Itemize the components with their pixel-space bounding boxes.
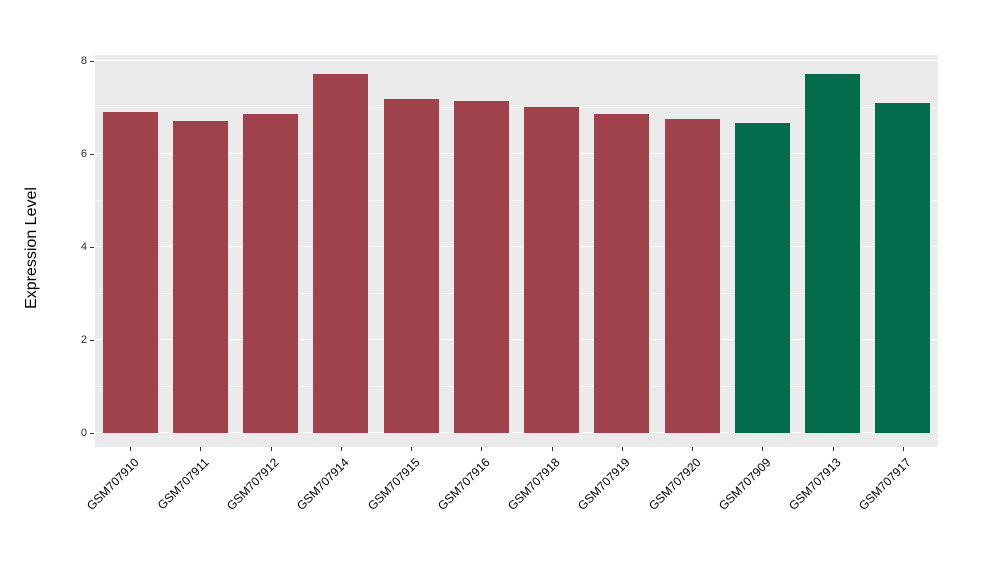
y-tick-label: 8 (80, 55, 87, 67)
bar-GSM707914 (313, 74, 369, 433)
x-tick-label: GSM707916 (435, 455, 493, 513)
bar-GSM707917 (875, 102, 931, 433)
y-tick-label: 2 (80, 334, 87, 346)
x-tick-mark (130, 447, 132, 451)
bar-GSM707913 (805, 74, 860, 433)
bar-GSM707918 (524, 106, 579, 433)
gridline-major (95, 60, 938, 61)
x-tick-label: GSM707913 (786, 455, 844, 513)
x-tick-mark (621, 447, 623, 451)
x-tick-mark (270, 447, 272, 451)
y-tick-mark (90, 61, 94, 62)
y-axis-title: Expression Level (23, 187, 40, 309)
bar-GSM707910 (102, 112, 158, 433)
y-tick-label: 4 (80, 241, 87, 253)
gridline-minor (95, 106, 938, 108)
x-tick-label: GSM707915 (364, 455, 423, 513)
x-tick-label: GSM707910 (83, 455, 142, 513)
y-tick-label: 0 (80, 427, 87, 439)
x-tick-mark (551, 447, 553, 451)
gridline-major (95, 246, 938, 247)
gridline-major (95, 339, 938, 340)
x-tick-label: GSM707919 (575, 455, 634, 513)
gridline-minor (95, 385, 938, 387)
x-tick-label: GSM707917 (856, 455, 915, 513)
plot-panel (95, 55, 938, 447)
x-tick-mark (340, 447, 342, 451)
bar-GSM707912 (243, 113, 298, 433)
x-tick-mark (902, 447, 904, 451)
x-tick-label: GSM707918 (505, 455, 563, 513)
gridline-major (95, 432, 938, 433)
bar-GSM707911 (172, 120, 228, 433)
x-tick-mark (762, 447, 764, 451)
x-tick-mark (200, 447, 202, 451)
gridline-major (95, 153, 938, 154)
y-tick-mark (90, 154, 94, 155)
bar-GSM707919 (594, 114, 650, 433)
bar-GSM707920 (664, 119, 720, 433)
bar-GSM707916 (453, 100, 509, 433)
x-tick-label: GSM707909 (716, 455, 774, 513)
x-tick-mark (832, 447, 834, 451)
x-tick-label: GSM707912 (224, 455, 282, 513)
y-tick-mark (90, 247, 94, 248)
x-tick-label: GSM707914 (294, 455, 353, 513)
x-tick-mark (411, 447, 413, 451)
y-tick-mark (90, 340, 94, 341)
bar-GSM707915 (383, 99, 439, 433)
gridline-minor (95, 199, 938, 201)
x-tick-mark (692, 447, 694, 451)
gridline-minor (95, 292, 938, 294)
x-tick-label: GSM707920 (645, 455, 704, 513)
x-tick-mark (481, 447, 483, 451)
x-tick-label: GSM707911 (154, 455, 212, 513)
bar-GSM707909 (734, 122, 790, 433)
y-tick-label: 6 (80, 148, 87, 160)
y-tick-mark (90, 433, 94, 434)
